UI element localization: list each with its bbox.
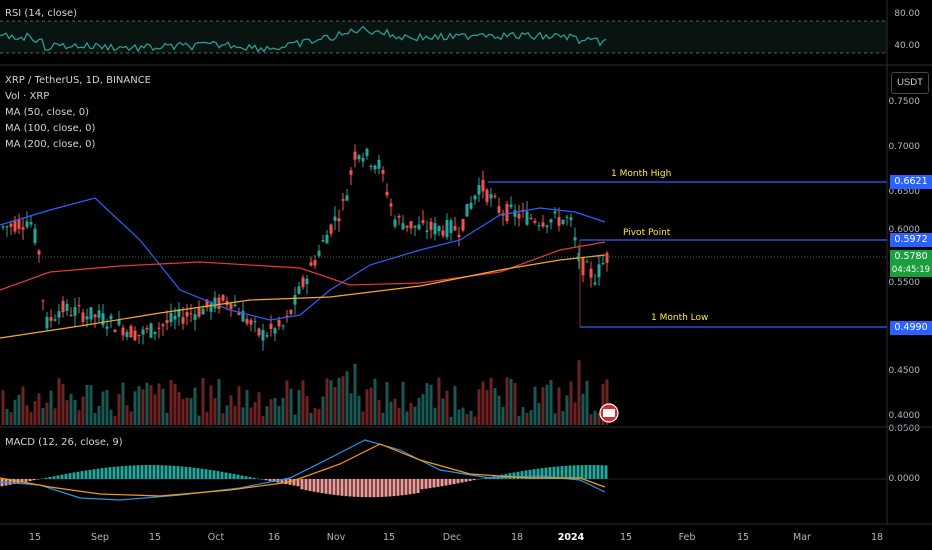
annotation-month-low: 1 Month Low bbox=[651, 313, 709, 323]
legend-ma100[interactable]: MA (100, close, 0) bbox=[5, 123, 96, 134]
x-label-mar18: 18 bbox=[870, 532, 884, 543]
x-label-dec18: 18 bbox=[510, 532, 524, 543]
macd-tick-005: 0.0500 bbox=[888, 424, 921, 434]
legend-ma200[interactable]: MA (200, close, 0) bbox=[5, 139, 96, 150]
annotation-pivot: Pivot Point bbox=[623, 228, 671, 238]
legend-symbol[interactable]: XRP / TetherUS, 1D, BINANCE bbox=[5, 75, 151, 86]
x-axis[interactable]: 15 Sep 15 Oct 16 Nov 15 Dec 18 2024 15 F… bbox=[0, 524, 932, 550]
x-label-feb: Feb bbox=[678, 532, 696, 543]
annotation-month-high: 1 Month High bbox=[611, 169, 672, 179]
x-label-nov15: 15 bbox=[382, 532, 396, 543]
x-label-dec: Dec bbox=[442, 532, 462, 543]
level-tag-low: 0.4990 bbox=[890, 321, 932, 335]
x-label-sep15: 15 bbox=[148, 532, 162, 543]
x-label-jan15: 15 bbox=[619, 532, 633, 543]
macd-tick-000: 0.0000 bbox=[888, 474, 921, 484]
x-label-sep: Sep bbox=[91, 532, 109, 543]
x-label-aug15: 15 bbox=[28, 532, 42, 543]
x-label-oct16: 16 bbox=[267, 532, 281, 543]
x-label-2024: 2024 bbox=[557, 532, 585, 543]
price-tick-0450: 0.4500 bbox=[888, 366, 921, 376]
legend-ma50[interactable]: MA (50, close, 0) bbox=[5, 107, 90, 118]
macd-pane[interactable]: MACD (12, 26, close, 9) 0.0500 0.0000 bbox=[0, 424, 932, 524]
rsi-tick-40: 40.00 bbox=[894, 41, 920, 51]
legend-volume[interactable]: Vol · XRP bbox=[5, 91, 50, 102]
x-label-oct: Oct bbox=[207, 532, 225, 543]
price-tick-0650: 0.6500 bbox=[888, 187, 921, 197]
last-price-tag: 0.5780 bbox=[890, 250, 932, 264]
x-label-mar: Mar bbox=[793, 532, 811, 543]
x-label-feb15: 15 bbox=[736, 532, 750, 543]
price-pane[interactable]: XRP / TetherUS, 1D, BINANCE Vol · XRP MA… bbox=[0, 66, 932, 426]
countdown-tag: 04:45:19 bbox=[890, 263, 932, 277]
rsi-label: RSI (14, close) bbox=[5, 8, 78, 19]
level-tag-pivot: 0.5972 bbox=[890, 233, 932, 247]
price-tick-0400: 0.4000 bbox=[888, 411, 921, 421]
rsi-pane[interactable]: RSI (14, close) 80.00 40.00 bbox=[0, 0, 932, 64]
currency-button[interactable]: USDT bbox=[891, 72, 929, 94]
price-tick-0700: 0.7000 bbox=[888, 142, 921, 152]
price-tick-0750: 0.7500 bbox=[888, 97, 921, 107]
rsi-tick-80: 80.00 bbox=[894, 9, 920, 19]
macd-label: MACD (12, 26, close, 9) bbox=[5, 437, 123, 448]
level-tag-high: 0.6621 bbox=[890, 175, 932, 189]
price-tick-0600: 0.6000 bbox=[888, 225, 921, 235]
x-label-nov: Nov bbox=[326, 532, 346, 543]
price-tick-0550: 0.5500 bbox=[888, 278, 921, 288]
